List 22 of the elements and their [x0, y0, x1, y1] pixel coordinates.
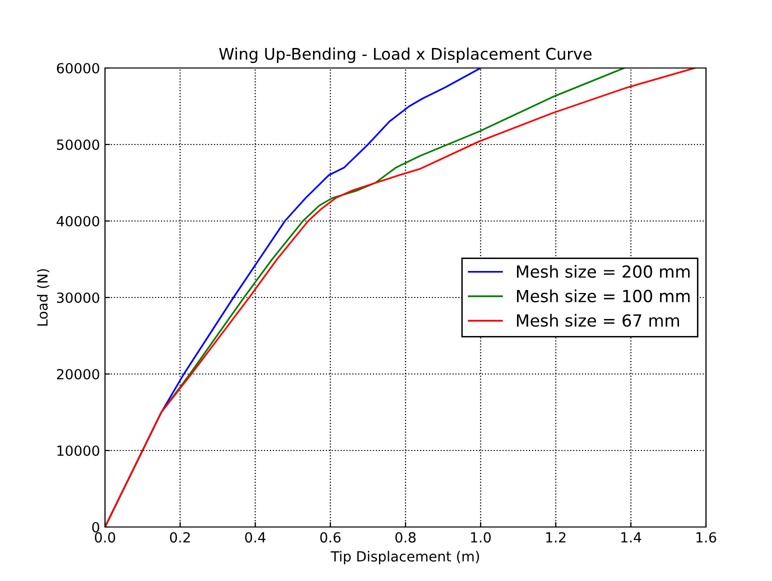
y-axis-title: Load (N) — [36, 269, 50, 326]
x-tick-label: 1.6 — [696, 532, 716, 543]
y-tick-label: 10000 — [57, 445, 100, 456]
legend-label: Mesh size = 67 mm — [517, 314, 679, 327]
y-tick-label: 30000 — [57, 292, 100, 303]
x-tick-label: 1.2 — [546, 532, 566, 542]
x-tick-label: 0.8 — [395, 532, 416, 543]
x-tick-label: 0.2 — [170, 532, 190, 543]
chart-title: Wing Up-Bending - Load x Displacement Curve — [219, 48, 592, 63]
y-tick-label: 60000 — [56, 62, 100, 74]
x-tick-label: 0.0 — [94, 532, 116, 543]
legend-label: Mesh size = 100 mm — [517, 289, 690, 302]
legend-label: Mesh size = 200 mm — [517, 264, 690, 278]
y-tick-label: 0 — [92, 522, 100, 532]
x-tick-label: 1.4 — [621, 532, 642, 542]
x-tick-label: 0.6 — [320, 532, 341, 543]
y-tick-label: 50000 — [57, 139, 100, 150]
x-axis-title: Tip Displacement (m) — [330, 550, 480, 564]
y-tick-label: 20000 — [56, 368, 100, 380]
x-tick-label: 1.0 — [471, 532, 491, 543]
x-tick-label: 0.4 — [245, 532, 266, 543]
y-tick-label: 40000 — [56, 216, 100, 226]
